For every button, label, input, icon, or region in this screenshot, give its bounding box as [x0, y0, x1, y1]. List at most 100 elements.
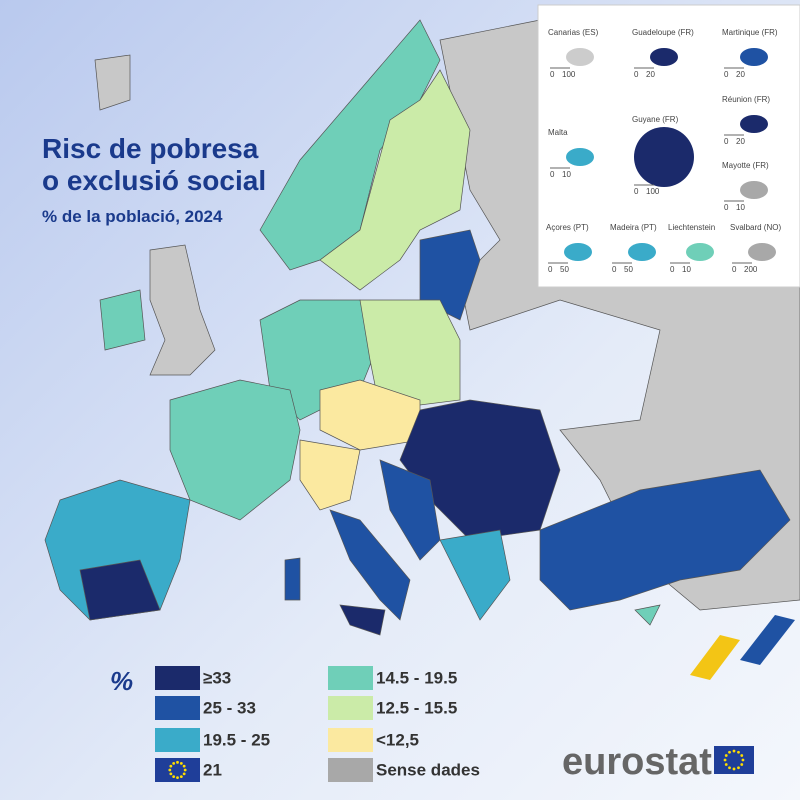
inset-name: Açores (PT) — [546, 223, 589, 232]
inset-shape — [628, 243, 656, 261]
inset-name: Réunion (FR) — [722, 95, 770, 104]
star — [172, 761, 176, 765]
star — [179, 775, 183, 779]
andalusia — [79, 559, 161, 621]
scale-label: 50 — [624, 265, 633, 274]
inset-shape — [634, 127, 694, 187]
inset-name: Madeira (PT) — [610, 223, 657, 232]
scale-label: 20 — [736, 137, 745, 146]
scale-label: 0 — [670, 265, 675, 274]
turkey — [539, 469, 791, 611]
inset-shape — [740, 115, 768, 133]
star — [728, 750, 731, 754]
logo-flag — [714, 746, 754, 774]
scale-label: 20 — [736, 70, 745, 79]
scale-label: 0 — [548, 265, 553, 274]
scale-label: 10 — [562, 170, 571, 179]
inset-name: Guyane (FR) — [632, 115, 679, 124]
legend-label: 19.5 - 25 — [203, 730, 270, 749]
deco — [690, 615, 795, 680]
legend-label: 21 — [203, 760, 222, 779]
star — [740, 763, 744, 766]
inset-shape — [650, 48, 678, 66]
star — [183, 768, 187, 772]
star — [169, 764, 173, 768]
logo: eurostat — [562, 741, 712, 783]
legend-swatch — [328, 758, 373, 782]
scale-label: 0 — [724, 203, 729, 212]
star — [724, 754, 728, 757]
star — [169, 772, 173, 776]
scale-label: 100 — [562, 70, 576, 79]
legend-label: ≥33 — [203, 668, 231, 687]
star — [732, 749, 736, 753]
ireland — [99, 289, 146, 351]
star — [740, 754, 744, 757]
poland — [359, 299, 461, 411]
legend-swatch — [155, 666, 200, 690]
legend-swatch — [328, 728, 373, 752]
legend-swatch — [328, 666, 373, 690]
star — [179, 761, 183, 765]
sicily — [339, 604, 386, 636]
star — [737, 766, 740, 770]
legend-unit: % — [110, 666, 133, 696]
subtitle: % de la població, 2024 — [42, 207, 223, 226]
inset-shape — [566, 148, 594, 166]
inset-name: Guadeloupe (FR) — [632, 28, 694, 37]
greece — [439, 529, 511, 621]
star — [182, 764, 186, 768]
scale-label: 0 — [732, 265, 737, 274]
star — [737, 750, 740, 754]
scale-label: 200 — [744, 265, 758, 274]
star — [172, 775, 176, 779]
star — [724, 763, 728, 766]
inset-name: Canarias (ES) — [548, 28, 599, 37]
scale-label: 50 — [560, 265, 569, 274]
legend-label: 14.5 - 19.5 — [376, 668, 457, 687]
scale-label: 0 — [612, 265, 617, 274]
inset-shape — [686, 243, 714, 261]
inset-name: Svalbard (NO) — [730, 223, 781, 232]
north-italy — [299, 439, 361, 511]
inset-shape — [740, 181, 768, 199]
legend-swatch — [155, 696, 200, 720]
scale-label: 20 — [646, 70, 655, 79]
balkans — [379, 459, 441, 561]
legend: ≥33 25 - 33 19.5 - 25 21 14.5 - 19.5 12.5 - 1… — [155, 666, 480, 782]
star — [728, 766, 731, 770]
scale-label: 0 — [634, 70, 639, 79]
legend-label: <12,5 — [376, 730, 419, 749]
sweden-finland — [319, 69, 471, 291]
legend-swatch — [328, 696, 373, 720]
inset-name: Mayotte (FR) — [722, 161, 769, 170]
scale-label: 0 — [724, 70, 729, 79]
scale-label: 0 — [550, 170, 555, 179]
baltics — [419, 229, 481, 321]
legend-label: Sense dades — [376, 760, 480, 779]
inset-shape — [564, 243, 592, 261]
scale-label: 10 — [682, 265, 691, 274]
title-line: o exclusió social — [42, 165, 266, 196]
inset-shape — [566, 48, 594, 66]
star — [723, 758, 727, 762]
star — [176, 776, 179, 780]
star — [168, 768, 172, 772]
legend-swatch — [155, 728, 200, 752]
scale-label: 0 — [550, 70, 555, 79]
inset-shape — [740, 48, 768, 66]
scale-label: 100 — [646, 187, 660, 196]
uk — [149, 244, 216, 376]
legend-label: 12.5 - 15.5 — [376, 698, 457, 717]
scale-label: 0 — [634, 187, 639, 196]
star — [176, 760, 179, 764]
scale-label: 0 — [724, 137, 729, 146]
title-line: Risc de pobresa — [42, 133, 259, 164]
star — [741, 758, 745, 762]
sardinia — [284, 557, 301, 601]
inset-name: Malta — [548, 128, 568, 137]
title: Risc de pobresa o exclusió social — [42, 133, 266, 196]
france — [169, 379, 301, 521]
